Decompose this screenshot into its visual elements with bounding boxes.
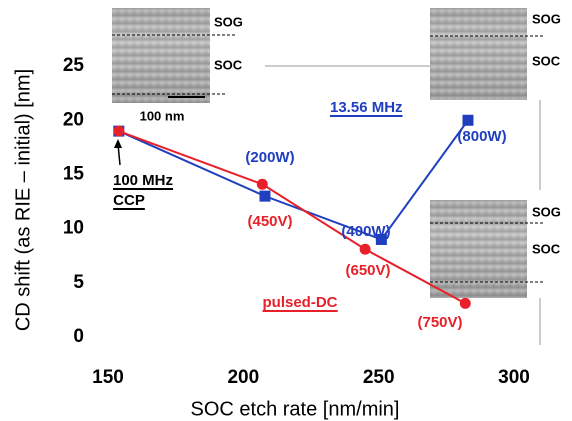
annotation: CCP [113, 192, 145, 209]
marker [113, 125, 125, 137]
x-axis-title: SOC etch rate [nm/min] [191, 398, 400, 420]
marker [359, 243, 371, 255]
y-tick-label: 5 [73, 272, 84, 293]
annotation: (750V) [417, 314, 462, 331]
inset-1: SOG SOC 100 nm [112, 8, 243, 123]
inset-label: SOC [532, 241, 561, 256]
annotation: 100 MHz [113, 172, 173, 189]
inset-label: SOG [532, 204, 561, 219]
x-tick-label: 200 [227, 367, 259, 388]
marker [256, 178, 268, 190]
y-axis-title: CD shift (as RIE – initial) [nm] [12, 69, 34, 331]
inset-label: SOC [214, 57, 243, 72]
series-line [118, 119, 469, 241]
annotation: (200W) [245, 149, 294, 166]
y-tick-label: 20 [63, 109, 84, 130]
marker [459, 297, 471, 309]
x-tick-label: 250 [363, 367, 395, 388]
legend-label: 13.56 MHz [330, 99, 403, 116]
inset-3: SOG SOC [430, 200, 561, 298]
x-tick-label: 150 [92, 367, 124, 388]
annotation: (400W) [341, 223, 390, 240]
marker [259, 190, 271, 202]
annotation: (650V) [345, 262, 390, 279]
x-tick-label: 300 [498, 367, 530, 388]
inset-label: SOG [214, 14, 243, 29]
marker [462, 114, 474, 126]
arrow-head [114, 139, 122, 148]
scale-bar-label: 100 nm [140, 108, 185, 123]
marker [375, 233, 387, 245]
inset-label: SOC [532, 53, 561, 68]
y-tick-label: 0 [73, 326, 84, 347]
inset-label: SOG [532, 11, 561, 26]
inset-2: SOG SOC [430, 8, 561, 100]
legend-label: pulsed-DC [263, 294, 338, 311]
connectors [265, 65, 541, 345]
y-tick-label: 15 [63, 163, 85, 184]
annotation: (450V) [247, 213, 292, 230]
series-line [118, 130, 466, 305]
y-tick-label: 25 [63, 55, 85, 76]
y-tick-label: 10 [63, 218, 84, 239]
annotation: (800W) [457, 128, 506, 145]
